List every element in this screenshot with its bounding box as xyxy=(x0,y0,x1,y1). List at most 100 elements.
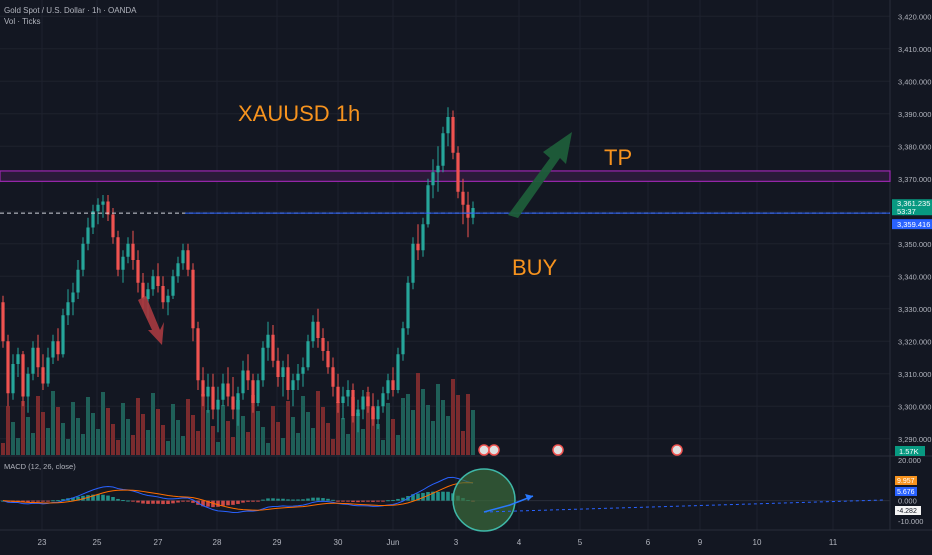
candle-body xyxy=(21,354,24,396)
volume-bar xyxy=(31,433,35,455)
candle-body xyxy=(116,237,119,270)
macd-histogram-bar xyxy=(131,501,135,502)
volume-bar xyxy=(46,428,50,455)
macd-histogram-bar xyxy=(381,501,385,502)
volume-bar xyxy=(381,440,385,455)
macd-tick-label: 0.000 xyxy=(898,497,917,506)
volume-bar xyxy=(221,405,225,455)
time-axis-label: 29 xyxy=(273,538,282,547)
macd-histogram-bar xyxy=(436,492,440,501)
macd-histogram-bar xyxy=(331,500,335,501)
macd-histogram-bar xyxy=(376,501,380,502)
volume-badge-text: 1.57K xyxy=(899,447,919,456)
candle-body xyxy=(351,390,354,416)
macd-histogram-bar xyxy=(146,501,150,504)
macd-histogram-bar xyxy=(221,501,225,506)
macd-histogram-bar xyxy=(111,497,115,501)
macd-histogram-bar xyxy=(261,500,265,501)
volume-bar xyxy=(216,442,220,455)
time-axis-label: 30 xyxy=(334,538,343,547)
volume-bar xyxy=(306,412,310,455)
macd-histogram-bar xyxy=(271,498,275,500)
candle-body xyxy=(136,260,139,283)
macd-histogram-bar xyxy=(141,501,145,504)
volume-bar xyxy=(416,373,420,455)
time-axis-label: 9 xyxy=(698,538,703,547)
macd-histogram-bar xyxy=(326,499,330,501)
candle-body xyxy=(396,354,399,390)
candle-body xyxy=(386,380,389,393)
candle-body xyxy=(331,367,334,387)
symbol-header[interactable]: Gold Spot / U.S. Dollar · 1h · OANDA xyxy=(4,6,137,15)
candle-body xyxy=(26,374,29,397)
macd-histogram-bar xyxy=(351,501,355,502)
volume-bar xyxy=(166,441,170,455)
candle-body xyxy=(41,367,44,383)
volume-bar xyxy=(121,403,125,455)
candle-body xyxy=(466,205,469,218)
macd-histogram-bar xyxy=(51,500,55,501)
candle-body xyxy=(411,244,414,283)
macd-histogram-bar xyxy=(356,501,360,502)
countdown-badge-text: 53:37 xyxy=(897,207,916,216)
price-tick-label: 3,380.000 xyxy=(898,142,931,151)
macd-histogram-bar xyxy=(56,500,60,501)
candle-body xyxy=(291,380,294,390)
macd-histogram-bar xyxy=(346,501,350,502)
candle-body xyxy=(6,341,9,393)
volume-bar xyxy=(256,411,260,455)
macd-histogram-bar xyxy=(116,499,120,501)
macd-tick-label: -10.000 xyxy=(898,517,923,526)
volume-bar xyxy=(41,412,45,455)
economic-event-icon xyxy=(489,445,499,455)
candle-body xyxy=(156,276,159,286)
candle-body xyxy=(296,374,299,381)
macd-histogram-bar xyxy=(306,499,310,501)
candle-body xyxy=(166,296,169,303)
macd-histogram-bar xyxy=(186,501,190,502)
volume-bar xyxy=(331,439,335,455)
volume-bar xyxy=(1,443,5,455)
candle-body xyxy=(236,393,239,409)
macd-tick-label: 20.000 xyxy=(898,456,921,465)
economic-event-icon xyxy=(672,445,682,455)
macd-histogram-bar xyxy=(361,501,365,502)
candle-body xyxy=(121,257,124,270)
volume-bar xyxy=(281,438,285,455)
candle-body xyxy=(46,358,49,384)
time-axis-label: 3 xyxy=(454,538,459,547)
macd-histogram-bar xyxy=(126,501,130,502)
macd-histogram-bar xyxy=(366,501,370,502)
candle-body xyxy=(416,244,419,251)
macd-histogram-bar xyxy=(276,499,280,501)
volume-bar xyxy=(406,394,410,455)
volume-bar xyxy=(76,418,80,455)
macd-histogram-bar xyxy=(251,501,255,502)
candle-body xyxy=(146,289,149,299)
volume-bar xyxy=(86,397,90,455)
volume-bar xyxy=(161,425,165,455)
volume-bar xyxy=(126,419,130,455)
volume-bar xyxy=(471,410,475,455)
candle-body xyxy=(271,335,274,361)
price-tick-label: 3,310.000 xyxy=(898,370,931,379)
candle-body xyxy=(381,393,384,406)
candle-body xyxy=(101,202,104,205)
candle-body xyxy=(451,117,454,153)
macd-histogram-bar xyxy=(156,501,160,504)
annotation-buy: BUY xyxy=(512,255,558,280)
volume-bar xyxy=(271,406,275,455)
candle-body xyxy=(96,205,99,212)
price-tick-label: 3,340.000 xyxy=(898,272,931,281)
price-tick-label: 3,400.000 xyxy=(898,77,931,86)
candle-body xyxy=(401,328,404,354)
macd-histogram-bar xyxy=(106,496,110,501)
candle-body xyxy=(126,244,129,257)
candle-body xyxy=(226,384,229,397)
annotation-title: XAUUSD 1h xyxy=(238,101,360,126)
candle-body xyxy=(106,202,109,215)
volume-indicator-label[interactable]: Vol · Ticks xyxy=(4,17,40,26)
